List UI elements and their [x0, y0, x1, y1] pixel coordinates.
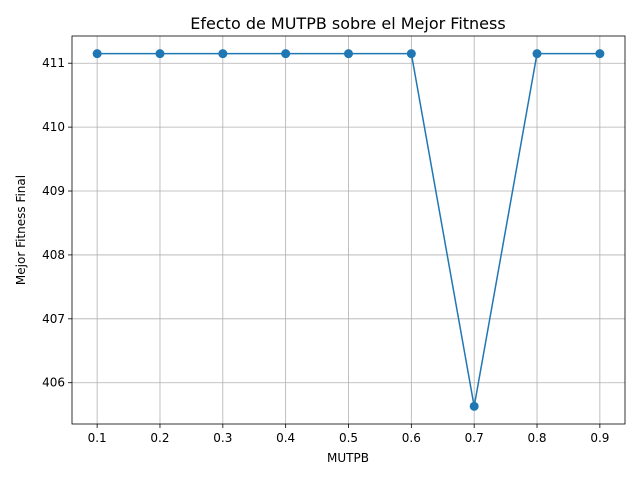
- series-layer: [92, 49, 605, 411]
- x-tick-label: 0.2: [150, 431, 169, 445]
- y-tick-label: 410: [42, 120, 65, 134]
- axis-ticks: 0.1 0.2 0.3 0.4 0.5 0.6 0.7 0.8 0.9 406 407 408 409 4…: [42, 56, 609, 445]
- x-tick-label: 0.3: [213, 431, 232, 445]
- x-tick-label: 0.7: [465, 431, 484, 445]
- y-tick-label: 408: [42, 248, 65, 262]
- x-tick-label: 0.9: [590, 431, 609, 445]
- data-point: [406, 49, 416, 59]
- y-tick-label: 409: [42, 184, 65, 198]
- y-tick-label: 411: [42, 56, 65, 70]
- y-tick-label: 406: [42, 376, 65, 390]
- data-point: [344, 49, 353, 59]
- x-tick-label: 0.1: [88, 431, 107, 445]
- x-axis-label: MUTPB: [327, 451, 369, 465]
- plot-frame: [71, 35, 626, 425]
- x-tick-label: 0.5: [339, 431, 358, 445]
- x-tick-label: 0.8: [527, 431, 546, 445]
- data-point: [92, 49, 102, 59]
- data-point: [595, 49, 605, 59]
- x-tick-label: 0.6: [402, 431, 421, 445]
- chart-title: Efecto de MUTPB sobre el Mejor Fitness: [190, 14, 505, 33]
- data-point: [155, 49, 165, 59]
- grid-lines: [72, 36, 625, 424]
- data-point: [469, 401, 479, 411]
- y-axis-label: Mejor Fitness Final: [14, 175, 28, 285]
- data-point: [532, 49, 542, 59]
- data-point: [218, 49, 228, 59]
- data-point: [281, 49, 291, 59]
- y-tick-label: 407: [42, 312, 65, 326]
- x-tick-label: 0.4: [276, 431, 295, 445]
